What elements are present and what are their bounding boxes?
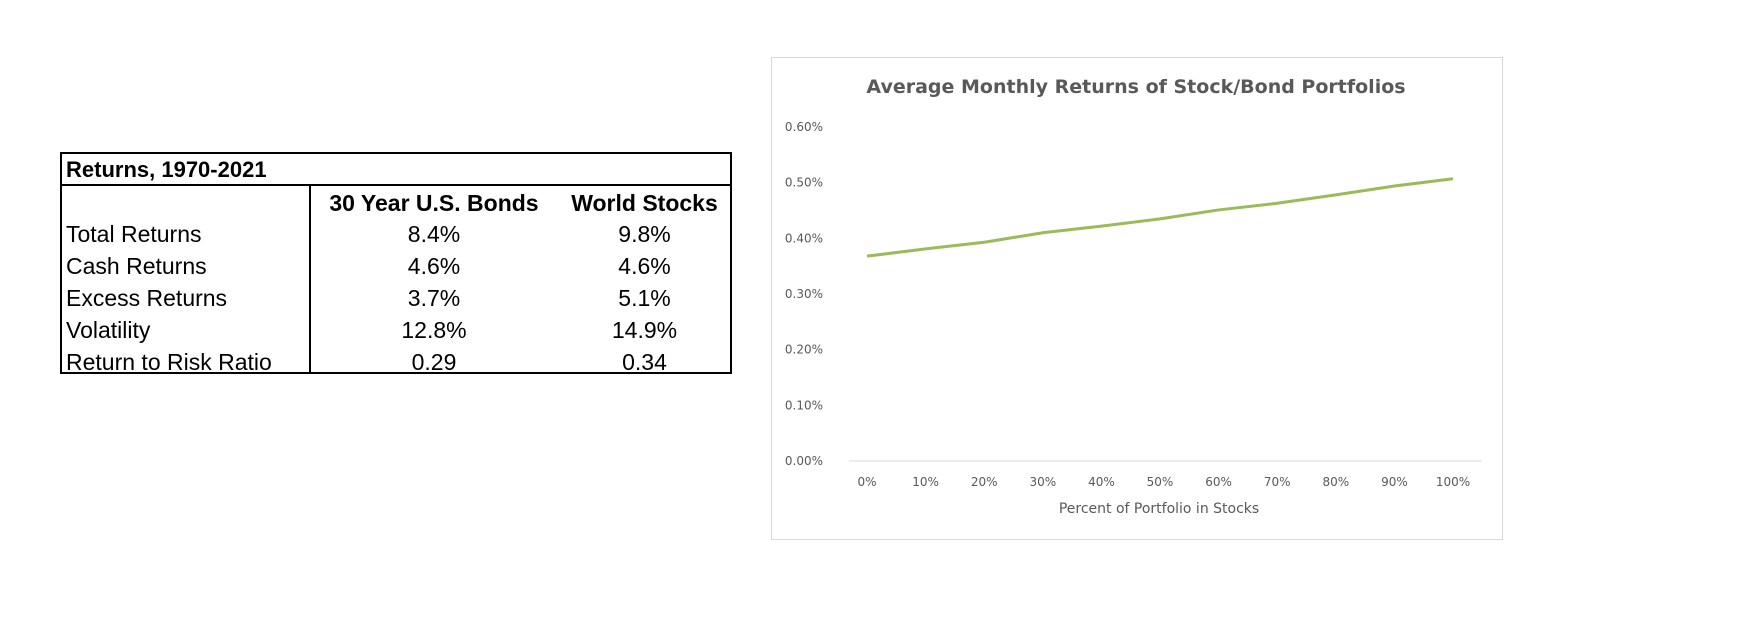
row-label: Return to Risk Ratio xyxy=(66,349,272,375)
y-tick-label: 0.50% xyxy=(785,176,823,190)
y-tick-label: 0.00% xyxy=(785,454,823,468)
x-tick-label: 10% xyxy=(912,475,939,489)
row-label: Excess Returns xyxy=(66,285,228,311)
table-cell: 0.34 xyxy=(622,349,667,375)
y-tick-label: 0.10% xyxy=(785,398,823,412)
line-chart: Average Monthly Returns of Stock/Bond Po… xyxy=(771,57,1503,540)
row-label: Total Returns xyxy=(66,221,202,247)
y-tick-label: 0.20% xyxy=(785,343,823,357)
table-title: Returns, 1970-2021 xyxy=(66,157,267,182)
x-tick-label: 80% xyxy=(1322,475,1349,489)
chart-svg: Average Monthly Returns of Stock/Bond Po… xyxy=(785,76,1482,517)
x-tick-label: 0% xyxy=(857,475,876,489)
y-tick-label: 0.60% xyxy=(785,120,823,134)
column-header: World Stocks xyxy=(571,190,718,216)
table-cell: 4.6% xyxy=(618,253,671,279)
column-header: 30 Year U.S. Bonds xyxy=(329,190,539,216)
x-tick-label: 30% xyxy=(1029,475,1056,489)
x-tick-label: 70% xyxy=(1264,475,1291,489)
x-tick-label: 40% xyxy=(1088,475,1115,489)
x-tick-label: 50% xyxy=(1147,475,1174,489)
table-cell: 0.29 xyxy=(411,349,457,375)
x-tick-label: 20% xyxy=(971,475,998,489)
x-tick-label: 100% xyxy=(1436,475,1470,489)
table-cell: 5.1% xyxy=(618,285,671,311)
table-cell: 9.8% xyxy=(618,221,671,247)
table-cell: 8.4% xyxy=(407,221,461,247)
table-cell: 12.8% xyxy=(401,317,467,343)
series-line xyxy=(866,177,1454,258)
x-tick-label: 90% xyxy=(1381,475,1408,489)
row-label: Cash Returns xyxy=(66,253,207,279)
divider xyxy=(309,184,311,372)
x-axis-title: Percent of Portfolio in Stocks xyxy=(1059,501,1259,517)
table-cell: 3.7% xyxy=(407,285,461,311)
y-tick-label: 0.40% xyxy=(785,231,823,245)
table-cell: 4.6% xyxy=(407,253,461,279)
chart-title: Average Monthly Returns of Stock/Bond Po… xyxy=(866,76,1405,98)
row-label: Volatility xyxy=(66,317,151,343)
x-tick-label: 60% xyxy=(1205,475,1232,489)
divider xyxy=(62,184,730,186)
returns-table: Returns, 1970-2021 30 Year U.S. Bonds Wor… xyxy=(60,152,732,375)
table-cell: 14.9% xyxy=(611,317,678,343)
y-tick-label: 0.30% xyxy=(785,287,823,301)
